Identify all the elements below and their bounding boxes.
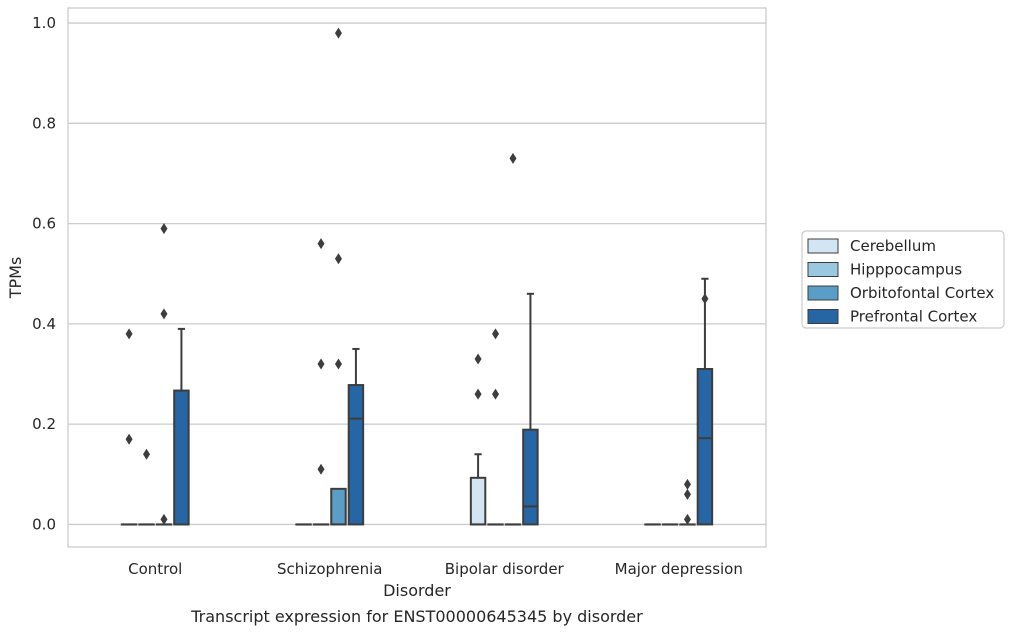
outlier-point xyxy=(143,448,151,460)
outlier-point xyxy=(509,152,517,164)
box-prefrontal-cortex xyxy=(696,277,714,526)
legend-label: Prefrontal Cortex xyxy=(850,308,977,326)
outlier-point xyxy=(334,27,342,39)
y-tick-label: 1.0 xyxy=(32,14,56,32)
y-tick-label: 0.0 xyxy=(32,515,56,533)
outlier-point xyxy=(125,328,133,340)
legend-swatch xyxy=(807,285,839,301)
box-orbitofontal-cortex xyxy=(330,27,347,526)
outlier-point xyxy=(317,358,325,370)
box-iqr xyxy=(469,476,487,526)
legend-swatch xyxy=(807,262,839,277)
y-tick-label: 0.4 xyxy=(32,315,56,333)
box-prefrontal-cortex xyxy=(347,347,365,526)
box-prefrontal-cortex xyxy=(173,327,190,526)
figure-caption: Transcript expression for ENST0000064534… xyxy=(190,607,643,626)
x-tick-labels: Control Schizophrenia Bipolar disorder Majo… xyxy=(128,560,743,578)
outlier-point xyxy=(683,478,691,490)
outlier-point xyxy=(701,293,709,305)
outlier-point xyxy=(492,328,500,340)
box-cerebellum xyxy=(469,353,487,526)
x-tick-label: Bipolar disorder xyxy=(445,560,565,578)
box-iqr xyxy=(522,428,539,526)
outlier-point xyxy=(334,253,342,265)
outlier-point xyxy=(492,388,500,400)
legend: Cerebellum Hipppocampus Orbitofontal Corte… xyxy=(801,230,1005,329)
box-iqr xyxy=(330,487,347,526)
x-tick-label: Schizophrenia xyxy=(277,560,382,578)
y-tick-labels: 0.0 0.2 0.4 0.6 0.8 1.0 xyxy=(32,14,56,533)
legend-swatch xyxy=(807,238,839,254)
y-tick-label: 0.2 xyxy=(32,415,56,433)
outlier-point xyxy=(160,308,168,320)
legend-label: Cerebellum xyxy=(850,237,936,255)
y-axis-label: TPMs xyxy=(6,257,25,300)
x-tick-label: Major depression xyxy=(615,560,743,578)
y-tick-label: 0.6 xyxy=(32,215,56,233)
box-iqr xyxy=(696,368,714,526)
legend-swatch xyxy=(807,309,839,324)
outlier-point xyxy=(160,223,168,235)
outlier-point xyxy=(683,513,691,525)
legend-label: Orbitofontal Cortex xyxy=(850,284,994,302)
outlier-point xyxy=(125,433,133,445)
box-prefrontal-cortex xyxy=(522,292,539,526)
outlier-point xyxy=(474,388,482,400)
plot-frame xyxy=(67,7,767,548)
legend-frame xyxy=(801,230,1005,329)
y-tick-label: 0.8 xyxy=(32,114,56,132)
y-gridlines xyxy=(68,22,766,526)
box-orbitofontal-cortex xyxy=(504,152,522,526)
outlier-point xyxy=(474,353,482,365)
outlier-point xyxy=(334,358,342,370)
box-hipppocampus xyxy=(487,328,504,526)
box-orbitofontal-cortex xyxy=(155,223,173,526)
box-plot-marks xyxy=(120,27,714,526)
box-cerebellum xyxy=(120,328,138,526)
box-hipppocampus xyxy=(312,238,330,526)
box-iqr xyxy=(173,389,190,526)
outlier-point xyxy=(317,238,325,250)
box-iqr xyxy=(347,384,365,526)
outlier-point xyxy=(317,463,325,475)
outlier-point xyxy=(683,488,691,500)
outlier-point xyxy=(160,513,168,525)
box-orbitofontal-cortex xyxy=(679,478,696,526)
legend-label: Hipppocampus xyxy=(850,261,962,279)
box-hipppocampus xyxy=(138,448,155,526)
x-tick-label: Control xyxy=(128,560,182,578)
x-axis-label: Disorder xyxy=(383,581,451,600)
